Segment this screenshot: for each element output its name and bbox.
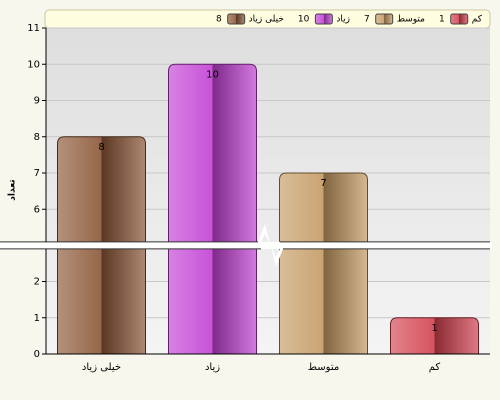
legend-swatch [227, 13, 246, 25]
legend-value: 1 [439, 15, 445, 25]
y-tick-label: 10 [27, 59, 40, 70]
legend-label: زیاد [336, 15, 350, 25]
legend-value: 7 [364, 15, 370, 25]
legend-label: خیلی زیاد [249, 15, 284, 25]
y-tick-label: 9 [34, 96, 40, 107]
legend-value: 10 [298, 15, 310, 25]
x-tick-label: خیلی زیاد [82, 362, 121, 373]
legend-label: متوسط [397, 15, 425, 25]
y-tick-label: 7 [34, 168, 40, 179]
y-tick-label: 0 [34, 349, 40, 360]
y-axis-label: تعداد [8, 179, 18, 200]
x-tick-label: زیاد [205, 362, 220, 373]
data-label: 8 [98, 142, 104, 153]
data-label: 10 [206, 69, 219, 80]
data-label: 1 [431, 323, 437, 334]
x-tick-label: متوسط [308, 362, 339, 373]
legend-swatch [314, 13, 333, 25]
bar [168, 63, 257, 355]
legend-value: 8 [216, 15, 222, 25]
legend-swatch [450, 13, 469, 25]
legend-label: کم [472, 15, 483, 25]
bar [279, 172, 368, 355]
data-label: 7 [320, 178, 326, 189]
x-tick-label: کم [429, 362, 441, 373]
y-tick-label: 1 [34, 313, 40, 324]
legend-swatch [375, 13, 394, 25]
y-tick-label: 11 [27, 23, 40, 34]
y-tick-label: 2 [34, 277, 40, 288]
y-tick-label: 8 [34, 132, 40, 143]
bar [390, 317, 479, 355]
axis-break-zigzag [258, 223, 283, 267]
y-tick-label: 6 [34, 204, 40, 215]
axis-break [0, 241, 492, 249]
